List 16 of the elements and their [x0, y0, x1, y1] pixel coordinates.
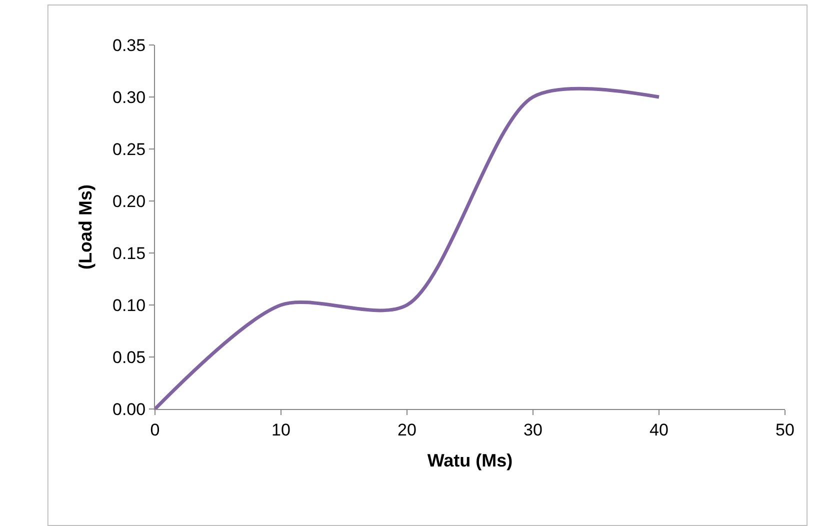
x-tick-label: 10	[272, 420, 290, 440]
x-tick-label: 0	[150, 420, 160, 440]
y-tick-label: 0.35	[112, 36, 146, 55]
y-tick-label: 0.00	[112, 400, 146, 419]
y-tick-label: 0.25	[112, 140, 146, 159]
y-tick-label: 0.20	[112, 192, 146, 211]
x-tick-label: 50	[776, 420, 794, 440]
y-tick-label: 0.10	[112, 296, 146, 315]
x-tick-label: 30	[524, 420, 542, 440]
y-tick-label: 0.15	[112, 244, 146, 263]
x-axis-title: Watu (Ms)	[427, 450, 513, 470]
y-axis-title: (Load Ms)	[76, 184, 96, 270]
x-tick-label: 40	[650, 420, 668, 440]
y-tick-label: 0.05	[112, 348, 146, 367]
y-tick-label: 0.30	[112, 88, 146, 107]
x-tick-label: 20	[398, 420, 416, 440]
